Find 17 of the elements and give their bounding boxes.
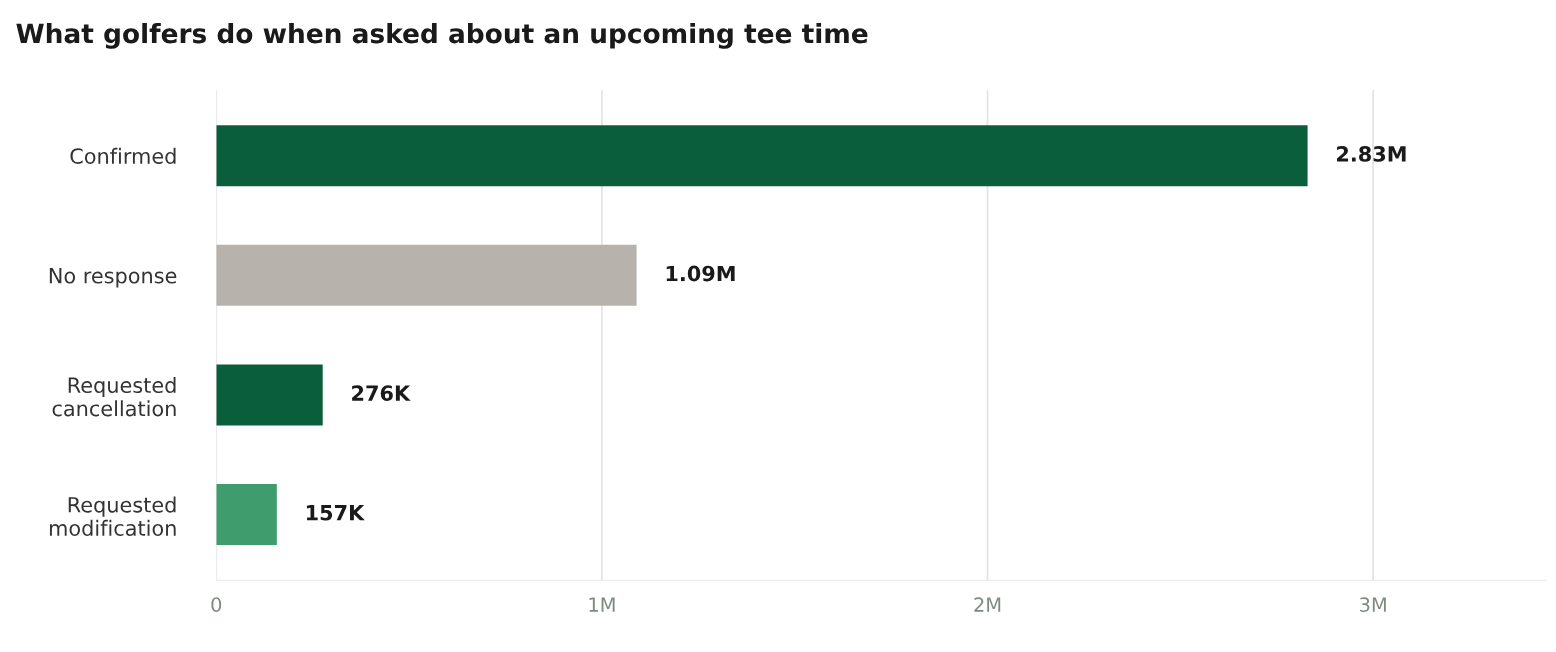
data-label: 2.83M [1337, 146, 1406, 162]
y-tick-label: No response [49, 268, 177, 288]
chart-title: What golfers do when asked about an upcoming tee time [16, 22, 868, 49]
data-label: 1.09M [666, 265, 735, 282]
bar [216, 484, 277, 545]
x-tick-label: 2M [974, 597, 1001, 612]
y-tick-label: Requested cancellation [52, 376, 176, 417]
y-tick-label: Confirmed [70, 147, 176, 164]
data-label: 276K [352, 385, 411, 401]
data-label: 157K [306, 505, 365, 521]
bar [216, 125, 1308, 187]
bar [216, 364, 323, 426]
y-tick-label: Requested modification [49, 496, 176, 536]
bar [216, 244, 637, 306]
x-tick-label: 3M [1360, 597, 1386, 612]
x-tick-label: 1M [589, 597, 615, 612]
x-tick-label: 0 [211, 597, 222, 612]
